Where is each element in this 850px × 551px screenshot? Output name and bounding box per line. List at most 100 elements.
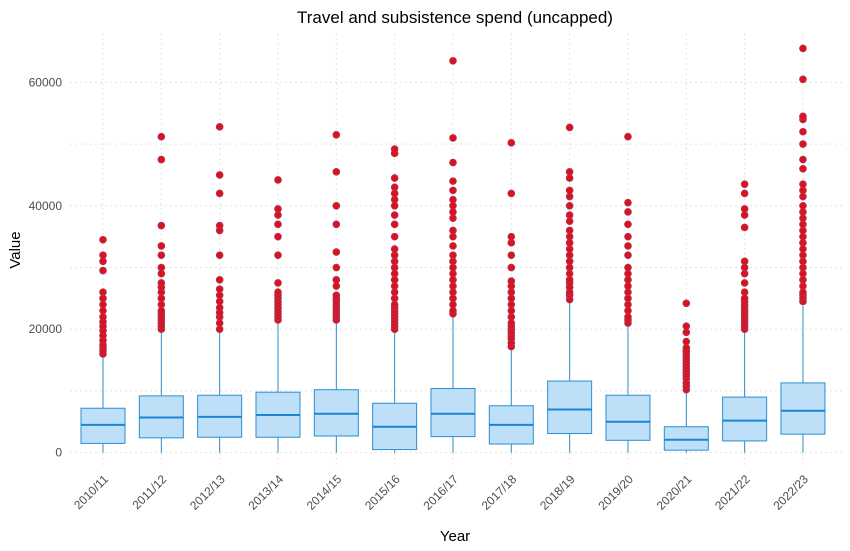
outlier-point: [332, 276, 341, 284]
outlier-point: [99, 313, 107, 321]
outlier-point: [157, 300, 166, 309]
outlier-point: [565, 217, 574, 226]
outlier-point: [157, 221, 166, 230]
outlier-point: [274, 279, 282, 287]
outlier-point: [449, 251, 457, 259]
outlier-point: [624, 282, 632, 290]
outlier-point: [215, 171, 224, 179]
outlier-point: [274, 251, 282, 259]
outlier-point: [565, 202, 574, 210]
outlier-point: [390, 145, 399, 153]
outlier-point: [799, 232, 807, 241]
outlier-point: [624, 242, 632, 250]
outlier-point: [799, 192, 807, 201]
outlier-point: [99, 257, 107, 266]
outlier-point: [390, 174, 399, 182]
outlier-point: [390, 288, 399, 297]
x-tick-label: 2013/14: [245, 472, 286, 513]
outlier-point: [740, 288, 749, 297]
outlier-point: [624, 263, 632, 272]
outlier-point: [565, 251, 574, 259]
outlier-point: [799, 180, 807, 188]
outlier-point: [740, 279, 749, 287]
outlier-point: [565, 276, 574, 284]
outlier-point: [390, 232, 399, 241]
outlier-point: [215, 221, 224, 230]
outlier-point: [390, 263, 399, 272]
outlier-point: [449, 242, 457, 250]
outlier-point: [390, 294, 399, 303]
outlier-point: [799, 226, 807, 235]
outlier-layer: [99, 44, 807, 394]
outlier-point: [390, 251, 399, 259]
outlier-point: [624, 300, 632, 309]
outlier-point: [390, 211, 399, 219]
outlier-point: [799, 75, 807, 84]
box-layer: [80, 302, 826, 453]
outlier-point: [682, 337, 691, 346]
outlier-point: [624, 208, 632, 216]
outlier-point: [449, 186, 457, 195]
outlier-point: [624, 294, 632, 303]
outlier-point: [507, 251, 516, 259]
outlier-point: [157, 263, 166, 272]
outlier-point: [449, 300, 457, 309]
outlier-point: [332, 248, 341, 256]
outlier-point: [99, 251, 107, 259]
x-tick-label: 2015/16: [362, 472, 403, 513]
y-tick-label: 60000: [29, 75, 63, 89]
x-tick-label: 2020/21: [654, 472, 695, 513]
box-iqr: [722, 396, 768, 442]
box-iqr: [663, 426, 709, 451]
outlier-point: [507, 263, 516, 272]
outlier-point: [215, 189, 224, 198]
outlier-point: [449, 282, 457, 290]
outlier-point: [565, 174, 574, 182]
outlier-point: [215, 297, 224, 306]
outlier-point: [507, 277, 516, 285]
outlier-point: [390, 183, 399, 192]
outlier-point: [99, 266, 107, 275]
outlier-point: [215, 251, 224, 259]
outlier-point: [507, 139, 516, 147]
outlier-point: [740, 294, 749, 303]
outlier-point: [507, 306, 516, 315]
outlier-point: [565, 232, 574, 241]
y-tick-label: 20000: [29, 322, 63, 336]
outlier-point: [332, 291, 341, 300]
outlier-point: [799, 208, 807, 216]
outlier-point: [799, 140, 807, 148]
outlier-point: [157, 294, 166, 303]
x-tick-label: 2016/17: [420, 472, 461, 513]
outlier-point: [215, 303, 224, 312]
outlier-point: [799, 186, 807, 195]
outlier-point: [99, 306, 107, 315]
outlier-point: [390, 245, 399, 253]
outlier-point: [507, 288, 516, 297]
outlier-point: [390, 257, 399, 266]
outlier-point: [449, 288, 457, 297]
outlier-point: [449, 269, 457, 278]
outlier-point: [682, 322, 691, 330]
box-iqr: [780, 382, 826, 435]
outlier-point: [799, 112, 807, 121]
outlier-point: [157, 132, 166, 141]
outlier-point: [157, 251, 166, 259]
outlier-point: [799, 214, 807, 222]
outlier-point: [565, 245, 574, 253]
outlier-point: [740, 189, 749, 198]
outlier-point: [274, 288, 282, 297]
outlier-point: [565, 269, 574, 278]
outlier-point: [565, 263, 574, 272]
outlier-point: [215, 285, 224, 293]
outlier-point: [565, 192, 574, 201]
outlier-point: [449, 214, 457, 222]
outlier-point: [799, 220, 807, 229]
box-iqr: [547, 380, 593, 435]
outlier-point: [390, 189, 399, 198]
outlier-point: [157, 306, 166, 315]
outlier-point: [215, 276, 224, 284]
outlier-point: [449, 56, 457, 65]
outlier-point: [449, 294, 457, 303]
